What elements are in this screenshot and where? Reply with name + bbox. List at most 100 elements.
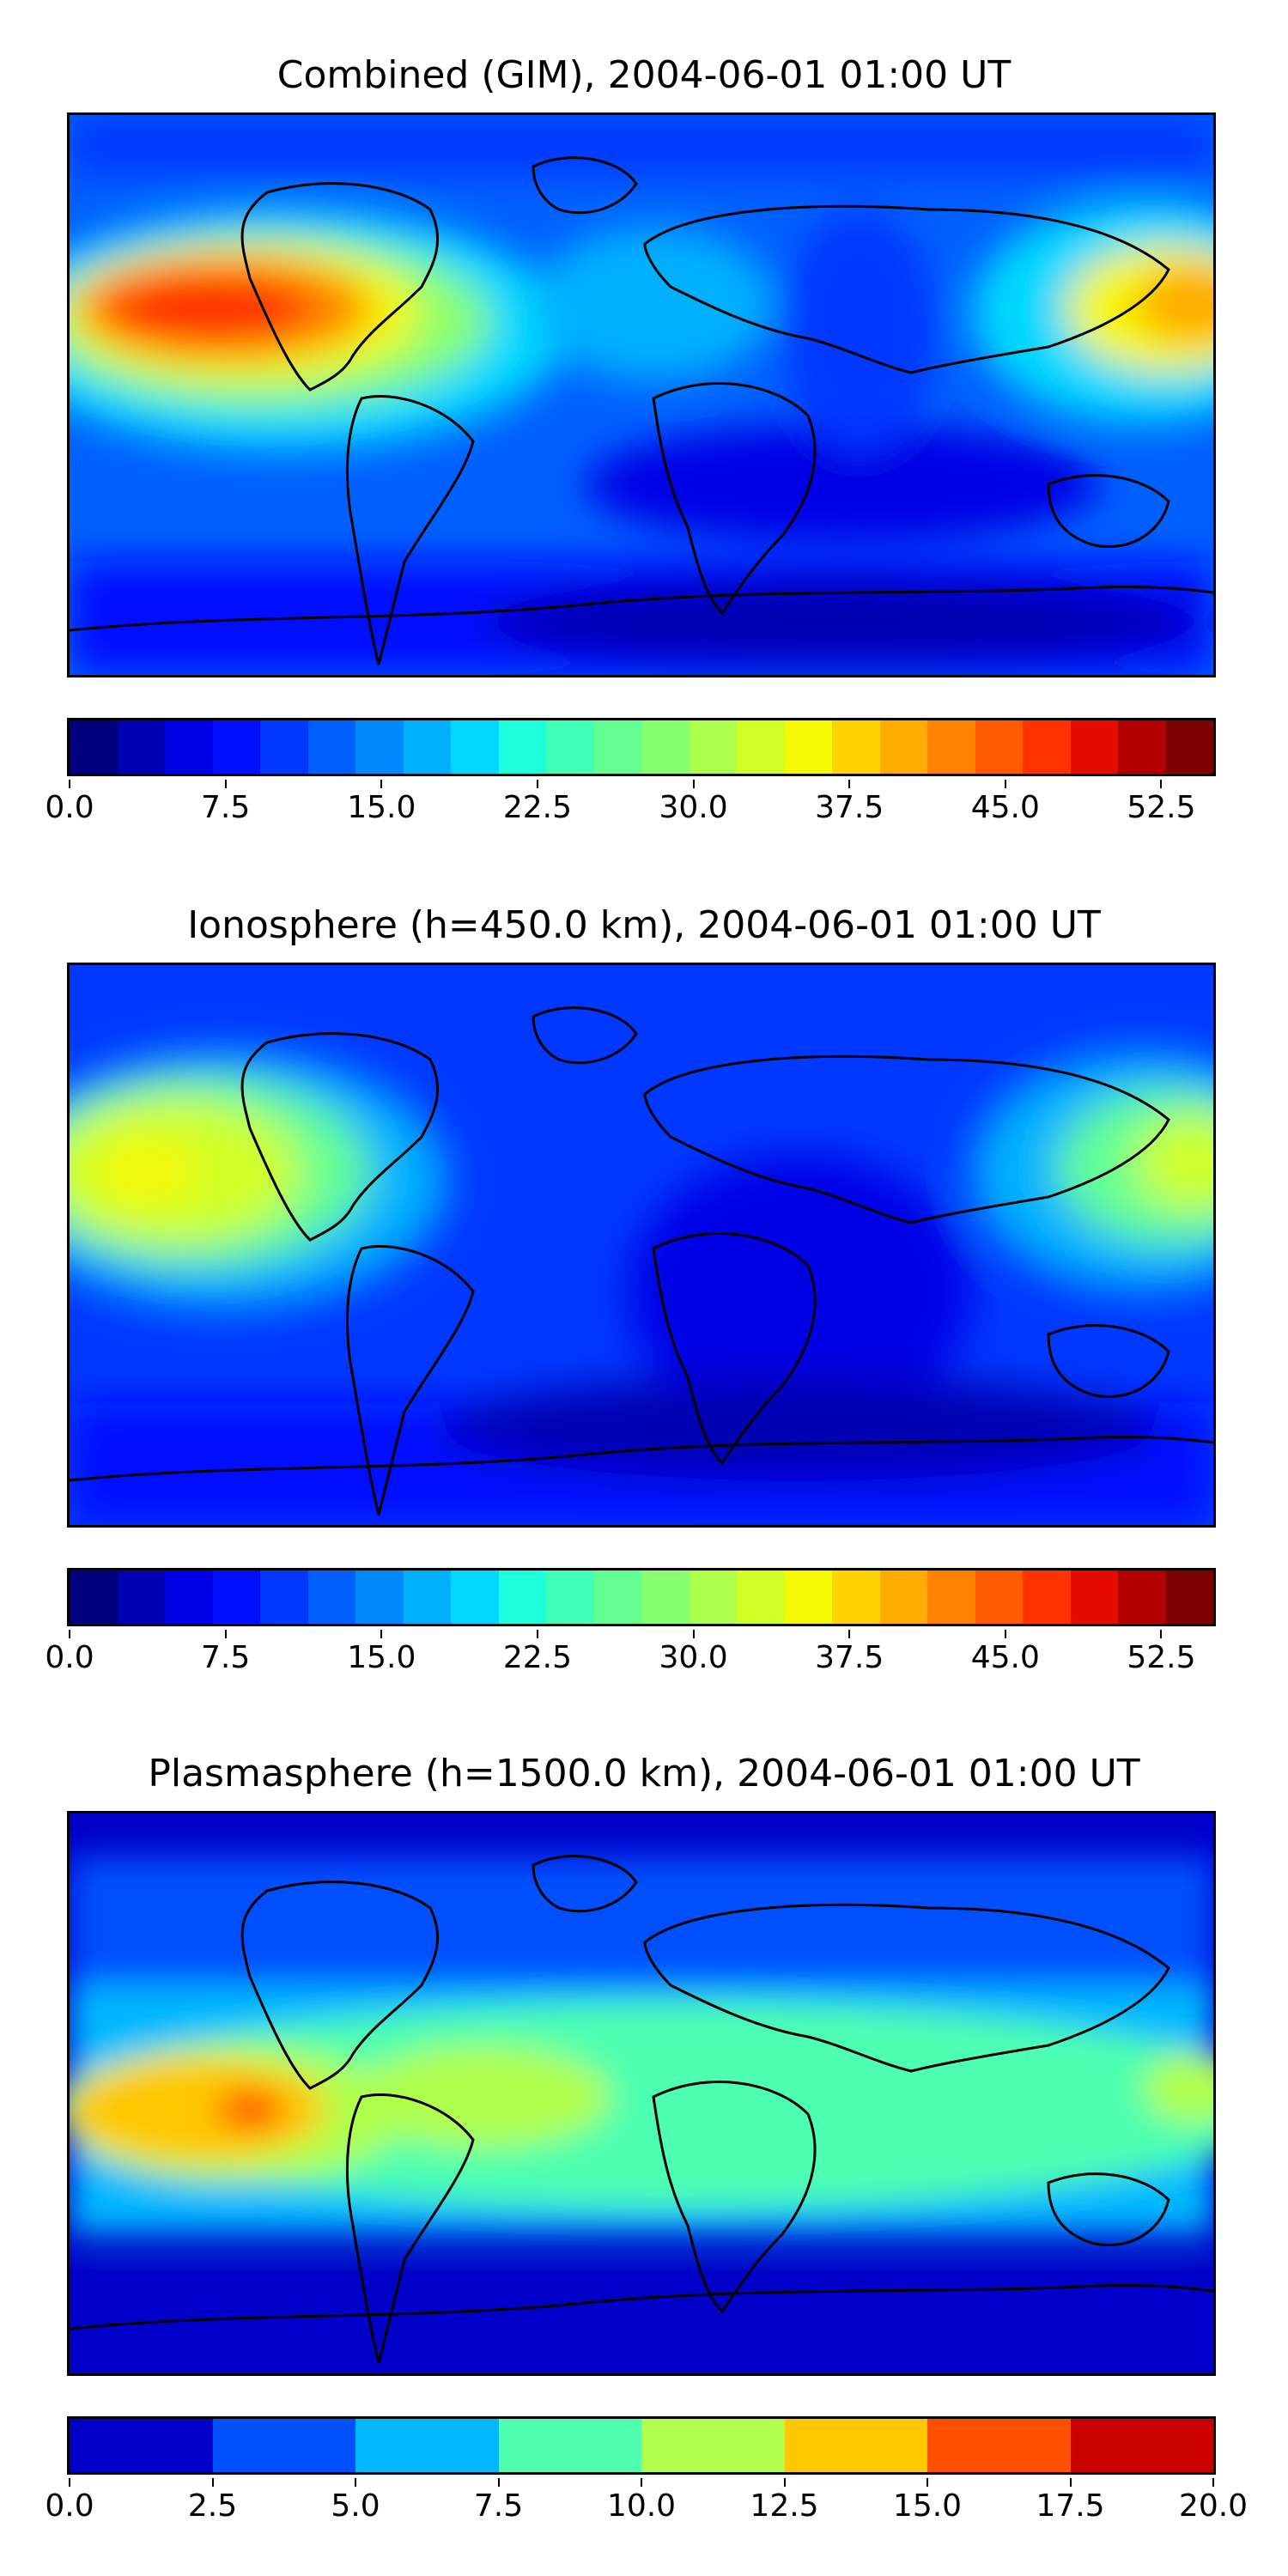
colorbar-swatch	[212, 2419, 355, 2472]
colorbar-swatch	[737, 1571, 785, 1624]
colorbar-swatch	[927, 1571, 975, 1624]
colorbar-tick-mark	[224, 1630, 227, 1638]
colorbar-swatch	[498, 2419, 641, 2472]
colorbar-swatch	[641, 720, 690, 774]
colorbar-tick-label: 0.0	[45, 2488, 94, 2524]
colorbar-plasmasphere	[67, 2416, 1216, 2475]
colorbar-swatch	[117, 1571, 165, 1624]
map-ionosphere	[67, 963, 1216, 1528]
colorbar-swatch	[832, 720, 880, 774]
colorbar-tick-label: 2.5	[187, 2488, 238, 2524]
colorbar-tick-mark	[380, 780, 383, 788]
colorbar-swatch	[165, 1571, 213, 1624]
blob-indian-blue	[782, 210, 937, 450]
colorbar-tick-label: 10.0	[606, 2488, 677, 2524]
colorbar-ticks-plasmasphere: 0.0 2.5 5.0 7.5 10.0 12.5 15.0 17.5 20.0	[45, 2478, 1248, 2540]
colorbar-swatch	[355, 720, 404, 774]
blob-pacific-gold	[70, 2058, 327, 2161]
band-north	[70, 1856, 1213, 2002]
colorbar-swatch	[403, 720, 451, 774]
colorbar-tick-mark	[1160, 1630, 1163, 1638]
colorbar-tick-mark	[69, 2478, 70, 2487]
colorbar-swatch	[117, 720, 165, 774]
colorbar-swatch	[355, 2419, 499, 2472]
colorbar-tick-mark	[497, 2478, 500, 2487]
blob-asia-orange	[1134, 265, 1213, 343]
colorbar-tick-label: 30.0	[659, 1640, 728, 1675]
colorbar-swatch	[1023, 1571, 1071, 1624]
blob-pacific-orange	[216, 2091, 284, 2129]
colorbar-tick-mark	[927, 2478, 928, 2487]
colorbar-tick-mark	[1212, 2478, 1214, 2487]
coastlines	[70, 1006, 1213, 1516]
panel-title-combined: Combined (GIM), 2004-06-01 01:00 UT	[276, 53, 1012, 97]
colorbar-swatch	[1165, 720, 1213, 774]
colorbar-tick-mark	[536, 780, 538, 788]
panel-title-plasmasphere: Plasmasphere (h=1500.0 km), 2004-06-01 0…	[148, 1752, 1140, 1795]
colorbar-swatch	[498, 720, 546, 774]
colorbar-swatch	[1070, 1571, 1118, 1624]
colorbar-tick-label: 0.0	[45, 790, 94, 825]
colorbar-swatch	[355, 1571, 404, 1624]
colorbar-swatch	[737, 720, 785, 774]
colorbar-tick-mark	[692, 1630, 695, 1638]
colorbar-tick-label: 52.5	[1127, 1640, 1196, 1675]
colorbar-swatch	[927, 2419, 1071, 2472]
colorbar-tick-label: 7.5	[473, 2488, 524, 2524]
colorbar-swatch	[784, 720, 832, 774]
blob-south-pole	[482, 579, 1203, 665]
colorbar-swatch	[689, 1571, 737, 1624]
coastlines	[70, 156, 1213, 665]
colorbar-tick-label: 45.0	[970, 1640, 1040, 1675]
colorbar-tick-label: 12.5	[750, 2488, 819, 2524]
colorbar-tick-mark	[355, 2478, 356, 2487]
band-south-deep	[70, 2269, 1213, 2373]
colorbar-swatch	[212, 1571, 260, 1624]
colorbar-tick-mark	[1160, 780, 1163, 788]
colorbar-swatch	[1070, 720, 1118, 774]
colorbar-swatch	[641, 1571, 690, 1624]
colorbar-ticks-ionosphere: 0.0 7.5 15.0 22.5 30.0 37.5 45.0 52.5	[45, 1630, 1216, 1692]
colorbar-swatch	[403, 1571, 451, 1624]
colorbar-swatch	[593, 1571, 641, 1624]
colorbar-tick-mark	[69, 780, 70, 788]
colorbar-swatch	[1070, 2419, 1213, 2472]
colorbar-tick-mark	[224, 780, 227, 788]
colorbar-tick-mark	[211, 2478, 214, 2487]
colorbar-swatch	[260, 1571, 308, 1624]
panel-title-ionosphere: Ionosphere (h=450.0 km), 2004-06-01 01:0…	[187, 903, 1101, 947]
colorbar-tick-label: 22.5	[502, 790, 572, 825]
colorbar-swatch	[784, 1571, 832, 1624]
colorbar-swatch	[641, 2419, 785, 2472]
blob-south-america-yellow	[353, 2045, 611, 2148]
blob-atlantic-south	[585, 424, 1100, 544]
colorbar-swatch	[70, 2419, 213, 2472]
colorbar-swatch	[975, 720, 1023, 774]
colorbar-tick-label: 5.0	[331, 2488, 380, 2524]
colorbar-ionosphere	[67, 1568, 1216, 1626]
colorbar-swatch	[975, 1571, 1023, 1624]
colorbar-tick-mark	[848, 780, 851, 788]
colorbar-swatch	[689, 720, 737, 774]
colorbar-ticks-combined: 0.0 7.5 15.0 22.5 30.0 37.5 45.0 52.5	[45, 780, 1216, 841]
blob-pacific-red	[104, 274, 310, 343]
colorbar-tick-label: 15.0	[892, 2488, 963, 2524]
colorbar-swatch	[307, 720, 355, 774]
colorbar-swatch	[927, 720, 975, 774]
band-north	[70, 115, 1213, 175]
colorbar-tick-mark	[1004, 780, 1006, 788]
colorbar-combined	[67, 718, 1216, 776]
colorbar-tick-label: 37.5	[815, 1640, 884, 1675]
colorbar-swatch	[1165, 1571, 1213, 1624]
colorbar-tick-mark	[69, 1630, 70, 1638]
colorbar-tick-mark	[641, 2478, 642, 2487]
colorbar-swatch	[1023, 720, 1071, 774]
colorbar-swatch	[212, 720, 260, 774]
colorbar-tick-label: 7.5	[200, 1640, 251, 1675]
colorbar-tick-mark	[1069, 2478, 1072, 2487]
blob-asia-yellow	[1143, 2054, 1213, 2123]
colorbar-swatch	[451, 720, 499, 774]
colorbar-tick-mark	[848, 1630, 851, 1638]
coastlines	[70, 1855, 1213, 2364]
colorbar-tick-label: 17.5	[1036, 2488, 1105, 2524]
